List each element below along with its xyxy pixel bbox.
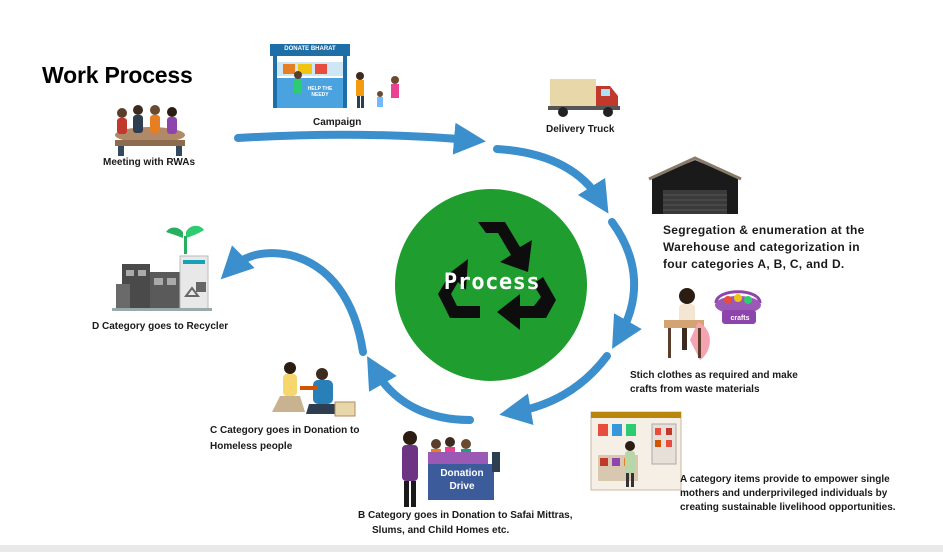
meeting-icon [115,105,185,156]
c-category-line-2: Homeless people [210,441,293,452]
arrow-donation-to-c [367,356,474,424]
segregation-line-1: Segregation & enumeration at the [663,223,865,237]
donation-drive-icon [402,431,500,507]
arrow-stitch-to-donation [499,352,611,425]
b-category-line-1: B Category goes in Donation to Safai Mit… [358,510,573,521]
recycler-factory-icon [112,225,212,311]
homeless-donation-icon [272,362,356,417]
arrow-meeting-to-truck [234,122,486,155]
campaign-label: Campaign [313,117,362,128]
cycle-arrows [220,122,642,425]
arrow-c-to-recycler [220,245,367,356]
crafts-tag: crafts [730,315,750,322]
recycle-icon [438,222,556,330]
warehouse-icon [648,156,742,214]
stitch-line-1: Stich clothes as required and make [630,370,798,381]
arrow-warehouse-to-stitch [608,218,642,349]
donation-sign-line-1: Donation [440,468,484,479]
arrow-truck-to-warehouse [493,145,609,214]
crafts-basket-icon [714,290,762,324]
bottom-strip [0,545,943,552]
campaign-banner: HELP THE NEEDY [307,86,333,98]
d-category-label: D Category goes to Recycler [92,321,229,332]
campaign-stall-icon [270,44,399,108]
a-category-line-3: creating sustainable livelihood opportun… [680,502,896,513]
campaign-sign: DONATE BHARAT [284,46,336,52]
stitching-icon [664,288,710,360]
process-label: Process [443,270,541,295]
recycle-small-icon [184,286,200,297]
c-category-line-1: C Category goes in Donation to [210,425,360,436]
b-category-line-2: Slums, and Child Homes etc. [372,525,510,536]
a-category-line-2: mothers and underprivileged individuals … [680,488,888,499]
process-circle [395,189,587,381]
delivery-truck-icon [548,79,620,117]
segregation-line-2: Warehouse and categorization in [663,240,860,254]
donation-sign-line-2: Drive [449,481,475,492]
stitch-line-2: crafts from waste materials [630,384,760,395]
delivery-label: Delivery Truck [546,124,615,135]
a-category-line-1: A category items provide to empower sing… [680,474,890,485]
page-title: Work Process [42,62,193,88]
livelihood-store-icon [590,411,682,491]
segregation-line-3: four categories A, B, C, and D. [663,257,845,271]
meeting-label: Meeting with RWAs [103,157,196,168]
